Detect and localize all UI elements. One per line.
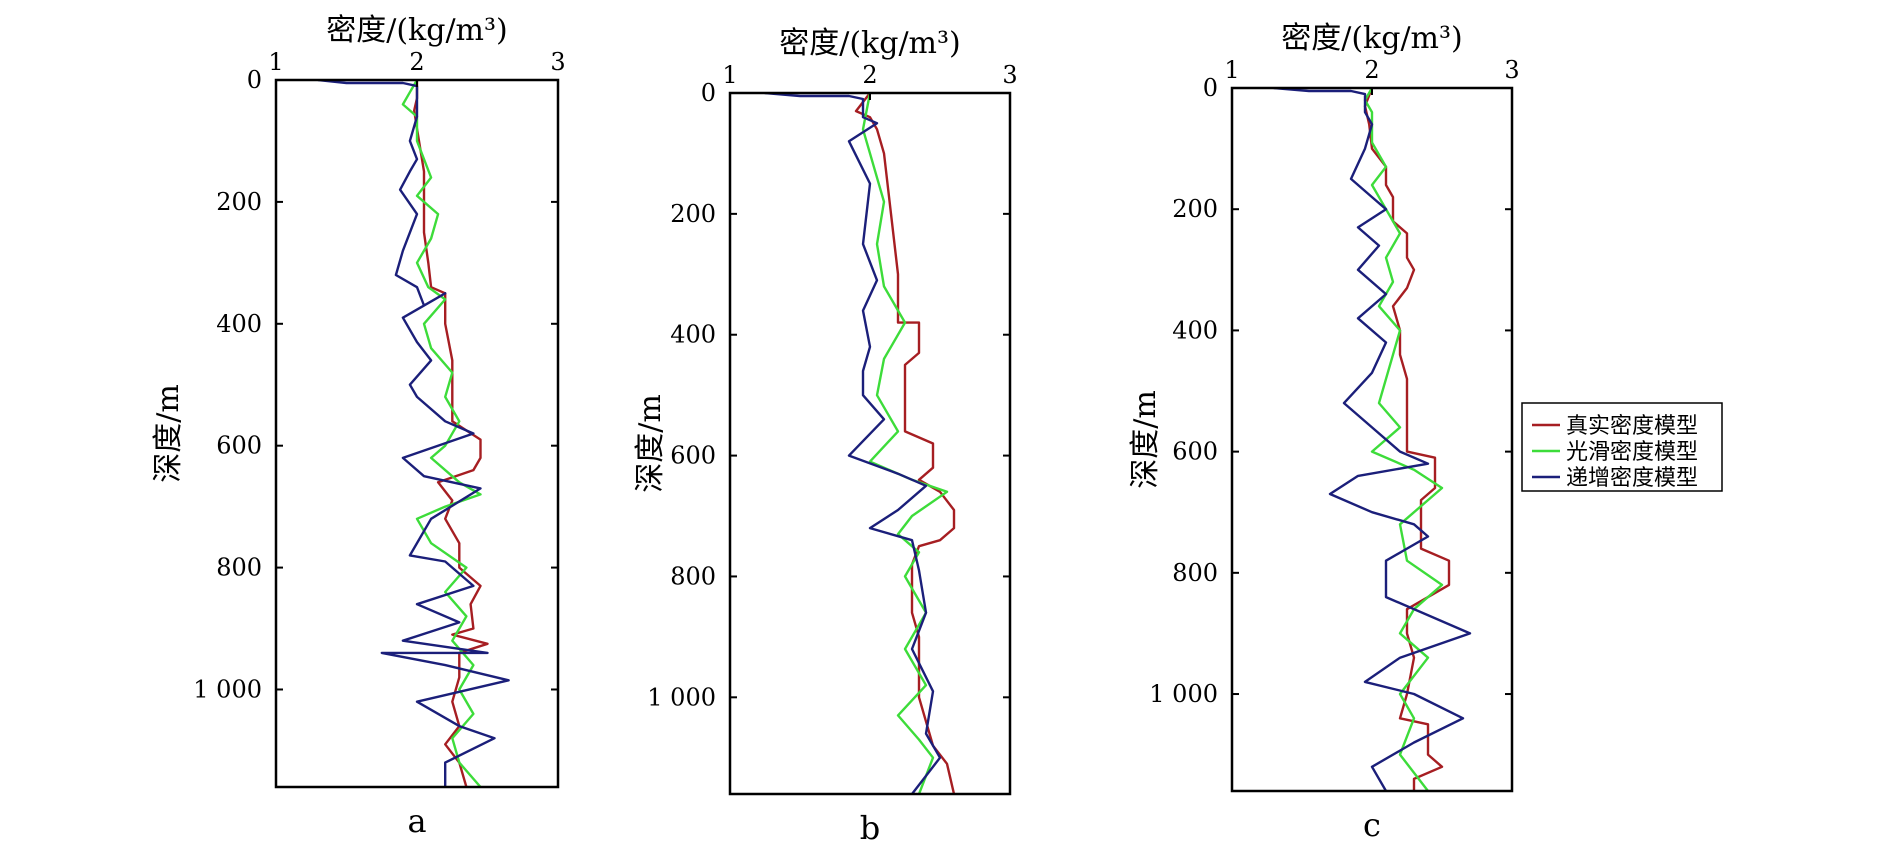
panel-a-ylabel: 深度/m — [151, 384, 186, 483]
panel-b-xlabel: 密度/(kg/m³) — [779, 26, 960, 61]
panel-c-series-2-line — [1272, 88, 1472, 791]
panel-a-label: a — [407, 802, 426, 840]
panel-a-series — [317, 80, 510, 787]
panel-c: 1 2 3 0 200 400 600 800 1 000 密度/(kg/m³) 深度/m c — [1128, 21, 1520, 844]
panel-c-ylabel: 深度/m — [1128, 390, 1163, 489]
panel-b: 1 2 3 0 200 400 600 800 1 000 密度/(kg/m³) 深度/m b — [633, 26, 1018, 847]
panel-b-ylabel: 深度/m — [633, 394, 668, 493]
panel-c-xtick-label-2: 3 — [1504, 56, 1519, 84]
panel-c-ytick-label-2: 400 — [1172, 316, 1218, 344]
panel-c-label: c — [1363, 806, 1381, 844]
panel-b-ytick-label-3: 600 — [670, 442, 716, 470]
panel-c-xlabel: 密度/(kg/m³) — [1281, 21, 1462, 56]
panel-a-series-0-line — [413, 80, 489, 787]
panel-a-series-1-line — [401, 80, 482, 787]
panel-a-xtick-label-2: 3 — [550, 48, 565, 76]
panel-a-ytick-label-1: 200 — [216, 188, 262, 216]
panel-b-ytick-label-4: 800 — [670, 562, 716, 590]
panel-a-xtick-label-0: 1 — [268, 48, 283, 76]
panel-b-xtick-label-0: 1 — [722, 61, 737, 89]
panel-b-label: b — [860, 809, 880, 847]
panel-b-ytick-label-2: 400 — [670, 321, 716, 349]
panel-b-xtick-label-2: 3 — [1002, 61, 1017, 89]
panel-c-ytick-label-5: 1 000 — [1149, 680, 1218, 708]
panel-a-ytick-label-3: 600 — [216, 432, 262, 460]
panel-b-ytick-label-1: 200 — [670, 200, 716, 228]
legend-label-true: 真实密度模型 — [1566, 414, 1698, 439]
panel-a-ytick-label-0: 0 — [247, 66, 262, 94]
panel-a-xtick-label-1: 2 — [409, 48, 424, 76]
panel-c-series-0-line — [1363, 88, 1451, 791]
panel-a-ytick-label-4: 800 — [216, 554, 262, 582]
panel-b-xtick-label-1: 2 — [862, 61, 877, 89]
panel-b-frame — [728, 91, 1012, 796]
panel-c-ytick-label-0: 0 — [1203, 74, 1218, 102]
legend: 真实密度模型 光滑密度模型 递增密度模型 — [1521, 402, 1723, 492]
panel-a-ytick-label-5: 1 000 — [193, 675, 262, 703]
legend-label-increasing: 递增密度模型 — [1566, 466, 1698, 491]
panel-a-series-2-line — [317, 80, 510, 787]
legend-label-smooth: 光滑密度模型 — [1566, 440, 1698, 465]
panel-a-xlabel: 密度/(kg/m³) — [326, 13, 507, 48]
panels: 1 2 3 0 200 400 600 800 1 000 密度/(kg/m³) 深度/m a 1 2 3 0… — [151, 13, 1520, 847]
panel-b-ytick-label-0: 0 — [701, 79, 716, 107]
panel-b-series-2-line — [763, 93, 942, 794]
panel-c-ytick-label-1: 200 — [1172, 195, 1218, 223]
panel-b-ytick-label-5: 1 000 — [647, 683, 716, 711]
panel-c-ytick-label-4: 800 — [1172, 559, 1218, 587]
panel-b-series-0-line — [854, 93, 956, 794]
panel-c-series-1-line — [1363, 88, 1444, 791]
panel-c-xtick-label-0: 1 — [1224, 56, 1239, 84]
panel-c-xtick-label-1: 2 — [1364, 56, 1379, 84]
panel-b-series — [763, 93, 956, 794]
panel-b-series-1-line — [861, 93, 949, 794]
panel-c-frame — [1230, 86, 1514, 793]
panel-a-frame — [274, 78, 560, 789]
panel-a-ytick-label-2: 400 — [216, 310, 262, 338]
panel-c-ytick-label-3: 600 — [1172, 438, 1218, 466]
panel-c-series — [1272, 88, 1472, 791]
panel-a: 1 2 3 0 200 400 600 800 1 000 密度/(kg/m³) 深度/m a — [151, 13, 566, 840]
